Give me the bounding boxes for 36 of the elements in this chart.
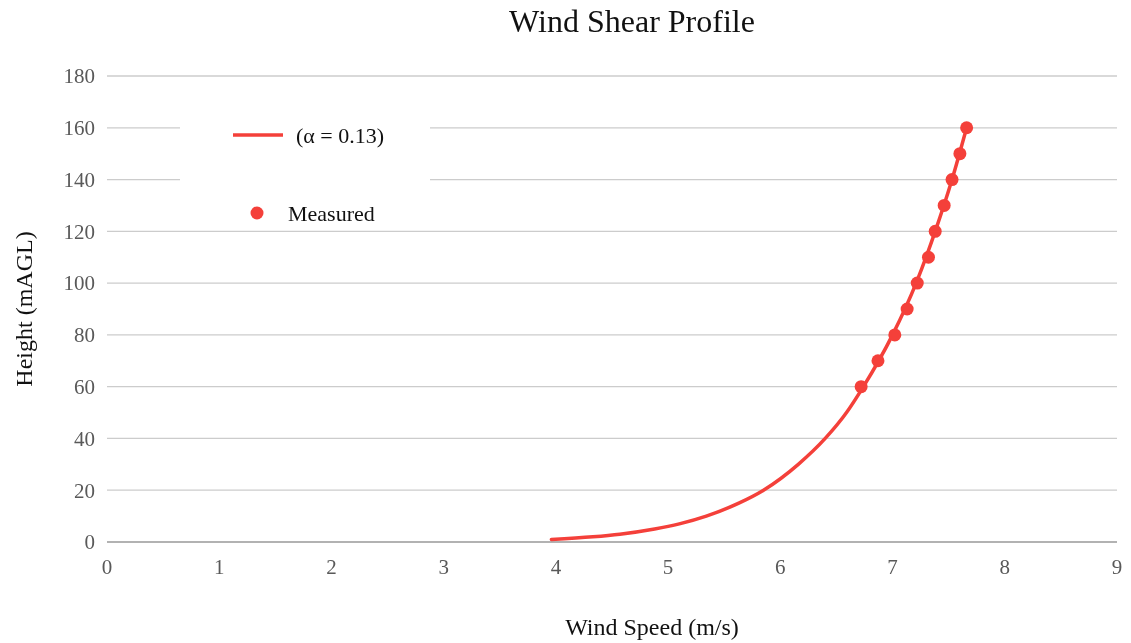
point xyxy=(928,224,942,238)
x-tick-label: 7 xyxy=(887,555,898,579)
y-tick-label: 40 xyxy=(74,426,95,451)
chart-title: Wind Shear Profile xyxy=(509,3,755,39)
y-tick-label: 20 xyxy=(74,478,95,503)
point xyxy=(871,354,885,368)
legend-label: Measured xyxy=(288,200,375,226)
point xyxy=(937,198,951,212)
x-tick-label: 3 xyxy=(438,555,449,579)
point xyxy=(888,328,902,342)
x-tick-label: 9 xyxy=(1111,555,1123,579)
x-axis-title: Wind Speed (m/s) xyxy=(565,614,739,640)
y-tick-label: 60 xyxy=(74,375,95,400)
x-tick-label: 1 xyxy=(213,555,225,579)
point xyxy=(945,173,959,187)
legend-label: (α = 0.13) xyxy=(296,122,385,148)
point xyxy=(960,121,974,135)
point xyxy=(854,380,868,394)
point xyxy=(910,276,924,290)
x-tick-label: 6 xyxy=(775,555,786,579)
point xyxy=(900,302,914,316)
point xyxy=(953,147,967,161)
y-tick-label: 140 xyxy=(63,167,95,192)
point xyxy=(921,250,935,264)
y-tick-label: 180 xyxy=(63,64,95,89)
x-tick-label: 5 xyxy=(662,555,674,579)
x-tick-label: 4 xyxy=(550,555,562,579)
x-tick-label: 0 xyxy=(101,555,113,579)
y-tick-label: 100 xyxy=(63,271,95,296)
y-tick-label: 120 xyxy=(63,219,95,244)
y-tick-label: 160 xyxy=(63,116,95,141)
y-tick-label: 0 xyxy=(84,530,95,555)
y-tick-label: 80 xyxy=(74,323,95,348)
x-tick-label: 2 xyxy=(326,555,337,579)
y-axis-title: Height (mAGL) xyxy=(11,231,37,387)
x-tick-label: 8 xyxy=(999,555,1011,579)
